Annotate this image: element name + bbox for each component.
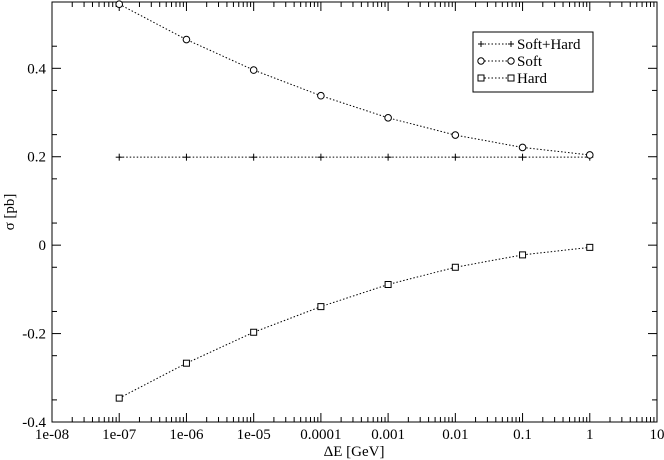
legend-entry-hard: Hard [477, 71, 547, 87]
series-line-2 [118, 246, 590, 399]
x-tick-label: 1e-06 [169, 427, 204, 443]
legend-circle-icon [477, 57, 515, 65]
axis-tick-labels: 1e-08 1e-07 1e-06 1e-05 0.0001 0.001 0.01 0.1 1 1… [22, 61, 664, 443]
x-tick-label: 1e-08 [35, 427, 69, 443]
data-point-plus [250, 153, 258, 161]
legend-entry-soft-hard: Soft+Hard [478, 37, 581, 53]
data-point-square [115, 394, 123, 402]
data-point-plus [451, 153, 459, 161]
data-point-square [519, 251, 527, 259]
data-point-circle [249, 66, 258, 74]
x-axis-label: ΔE [GeV] [324, 444, 385, 460]
legend: Soft+Hard Soft Hard [472, 31, 594, 93]
data-point-plus [317, 153, 325, 161]
y-tick-label: 0.2 [27, 150, 46, 166]
y-tick-label: -0.2 [22, 327, 46, 343]
legend-box [472, 31, 594, 93]
x-tick-label: 10 [650, 427, 664, 443]
series-lines [118, 3, 590, 399]
plot-frame [51, 1, 658, 423]
y-tick-label: 0 [39, 238, 47, 254]
legend-entry-soft: Soft [477, 54, 543, 70]
data-point-circle [115, 0, 124, 9]
y-tick-label: 0.4 [27, 61, 46, 77]
x-tick-label: 0.001 [371, 427, 405, 443]
data-point-square [317, 303, 325, 311]
x-tick-label: 0.01 [442, 427, 468, 443]
data-point-circle [451, 131, 460, 139]
y-axis-label: σ [pb] [2, 194, 18, 231]
data-point-square [182, 359, 190, 367]
data-point-plus [182, 153, 190, 161]
data-point-plus [519, 153, 527, 161]
data-point-square [384, 281, 392, 289]
x-tick-label: 1e-07 [102, 427, 137, 443]
axis-ticks [51, 1, 658, 423]
legend-plus-icon [478, 41, 514, 47]
legend-label-soft-hard: Soft+Hard [517, 37, 581, 53]
data-point-square [451, 263, 459, 271]
data-point-circle [585, 151, 594, 159]
legend-label-hard: Hard [517, 71, 547, 87]
x-tick-label: 1e-05 [237, 427, 271, 443]
x-tick-label: 0.1 [513, 427, 532, 443]
data-point-circle [317, 91, 325, 100]
data-point-square [250, 328, 258, 336]
legend-square-icon [477, 74, 515, 82]
data-point-circle [384, 114, 392, 122]
legend-label-soft: Soft [517, 54, 543, 70]
x-tick-label: 1 [586, 427, 594, 443]
data-point-circle [182, 35, 191, 44]
data-point-plus [384, 153, 392, 161]
data-point-plus [115, 153, 123, 161]
series-line-1 [118, 3, 590, 156]
x-tick-label: 0.0001 [300, 427, 341, 443]
y-tick-label: -0.4 [22, 415, 46, 431]
series-markers [115, 0, 594, 402]
data-point-square [586, 243, 594, 251]
data-point-circle [518, 143, 527, 152]
